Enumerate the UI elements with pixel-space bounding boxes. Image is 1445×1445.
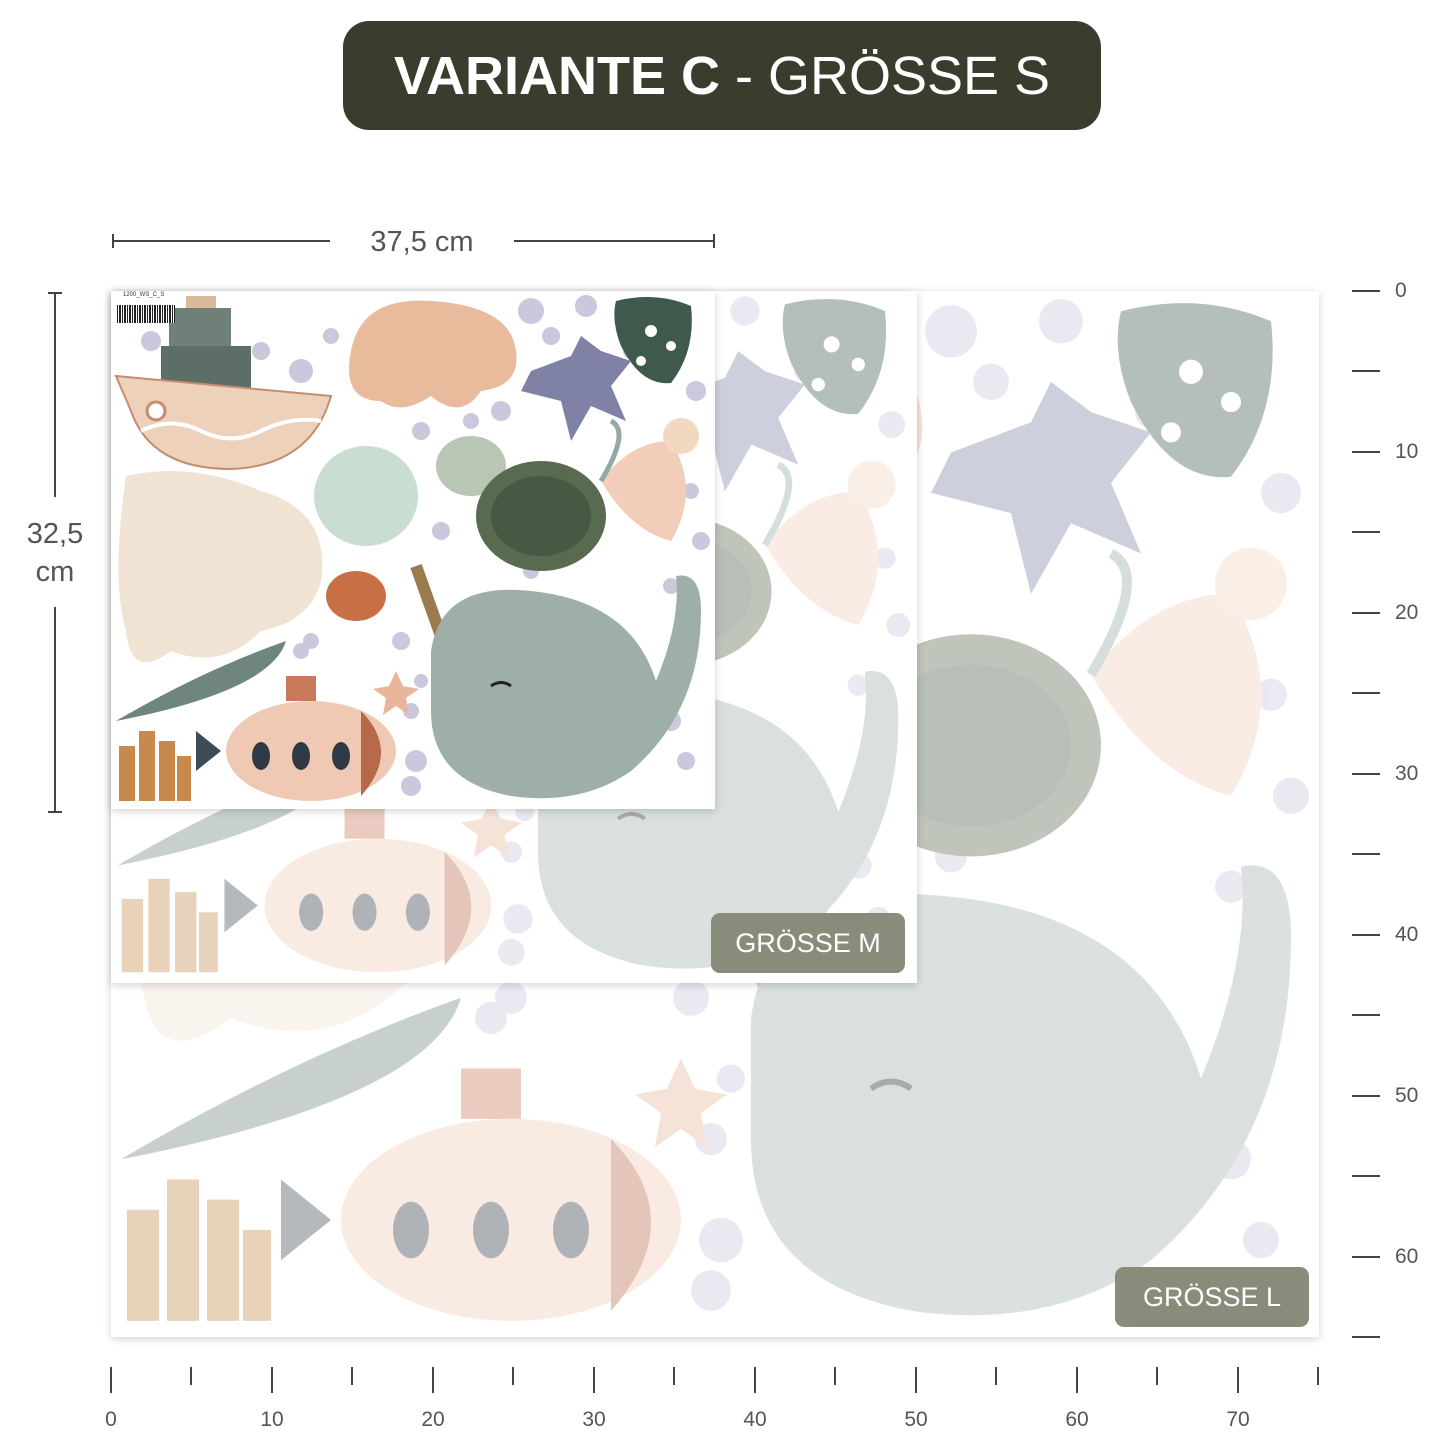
ruler-right-tick <box>1352 1256 1380 1258</box>
ruler-bottom-tick <box>915 1367 917 1393</box>
ruler-bottom-label: 40 <box>743 1408 767 1431</box>
ruler-right-label: 50 <box>1395 1084 1419 1107</box>
width-dimension-cap-right <box>713 234 715 248</box>
ruler-bottom-tick <box>1156 1367 1158 1385</box>
ruler-bottom-tick <box>593 1367 595 1393</box>
size-l-badge: GRÖSSE L <box>1115 1267 1309 1327</box>
ruler-right-tick <box>1352 612 1380 614</box>
ruler-bottom-tick <box>351 1367 353 1385</box>
ruler-bottom-tick <box>995 1367 997 1385</box>
ruler-bottom-tick <box>834 1367 836 1385</box>
sticker-art-s <box>111 291 715 809</box>
ruler-bottom-tick <box>1317 1367 1319 1385</box>
height-dimension-cap-top <box>48 292 62 294</box>
sheet-code: 1200_WS_C_S <box>123 292 165 298</box>
width-dimension-cap-left <box>112 234 114 248</box>
ruler-right-tick <box>1352 934 1380 936</box>
ruler-bottom-label: 50 <box>904 1408 928 1431</box>
ruler-right-tick <box>1352 1095 1380 1097</box>
ruler-bottom-tick <box>1076 1367 1078 1393</box>
ruler-bottom-tick <box>110 1367 112 1393</box>
ruler-right-tick <box>1352 853 1380 855</box>
ruler-bottom-tick <box>673 1367 675 1385</box>
height-dimension-label: 32,5 cm <box>10 515 100 591</box>
title-separator: - <box>719 45 768 106</box>
ruler-bottom-tick <box>432 1367 434 1393</box>
height-dimension-line-bottom <box>54 607 56 812</box>
title-variant: VARIANTE C <box>393 45 720 106</box>
barcode <box>117 305 175 323</box>
height-dimension-value: 32,5 <box>26 518 84 550</box>
ruler-right-tick <box>1352 692 1380 694</box>
ruler-bottom-label: 10 <box>260 1408 284 1431</box>
ruler-right-tick <box>1352 773 1380 775</box>
ruler-right-tick <box>1352 1014 1380 1016</box>
ruler-bottom-tick <box>754 1367 756 1393</box>
width-dimension-line-right <box>514 240 715 242</box>
ruler-right-tick <box>1352 1175 1380 1177</box>
width-dimension-line-left <box>112 240 330 242</box>
height-dimension-cap-bottom <box>48 811 62 813</box>
ruler-right-label: 10 <box>1395 440 1419 463</box>
ruler-right-label: 0 <box>1395 279 1407 302</box>
ruler-bottom-label: 60 <box>1065 1408 1089 1431</box>
ruler-bottom-label: 0 <box>105 1408 117 1431</box>
ruler-right-tick <box>1352 1336 1380 1338</box>
width-dimension-label: 37,5 cm <box>370 226 474 258</box>
ruler-right-tick <box>1352 451 1380 453</box>
ruler-bottom-tick <box>512 1367 514 1385</box>
size-m-badge: GRÖSSE M <box>711 913 905 973</box>
ruler-bottom-label: 20 <box>421 1408 445 1431</box>
ruler-right-label: 30 <box>1395 762 1419 785</box>
ruler-right-tick <box>1352 531 1380 533</box>
ruler-right-label: 40 <box>1395 923 1419 946</box>
ruler-bottom-label: 30 <box>582 1408 606 1431</box>
ruler-bottom-tick <box>190 1367 192 1385</box>
ruler-right-tick <box>1352 290 1380 292</box>
ruler-right-label: 20 <box>1395 601 1419 624</box>
sheet-size-s: 1200_WS_C_S <box>111 291 715 809</box>
ruler-bottom-tick <box>1237 1367 1239 1393</box>
title-size: GRÖSSE S <box>767 45 1051 106</box>
ruler-bottom-tick <box>271 1367 273 1393</box>
height-dimension-line-top <box>54 292 56 497</box>
ruler-right-tick <box>1352 370 1380 372</box>
title-banner: VARIANTE C - GRÖSSE S <box>343 21 1101 130</box>
height-dimension-unit: cm <box>35 556 75 588</box>
ruler-right-label: 60 <box>1395 1245 1419 1268</box>
ruler-bottom-label: 70 <box>1226 1408 1250 1431</box>
